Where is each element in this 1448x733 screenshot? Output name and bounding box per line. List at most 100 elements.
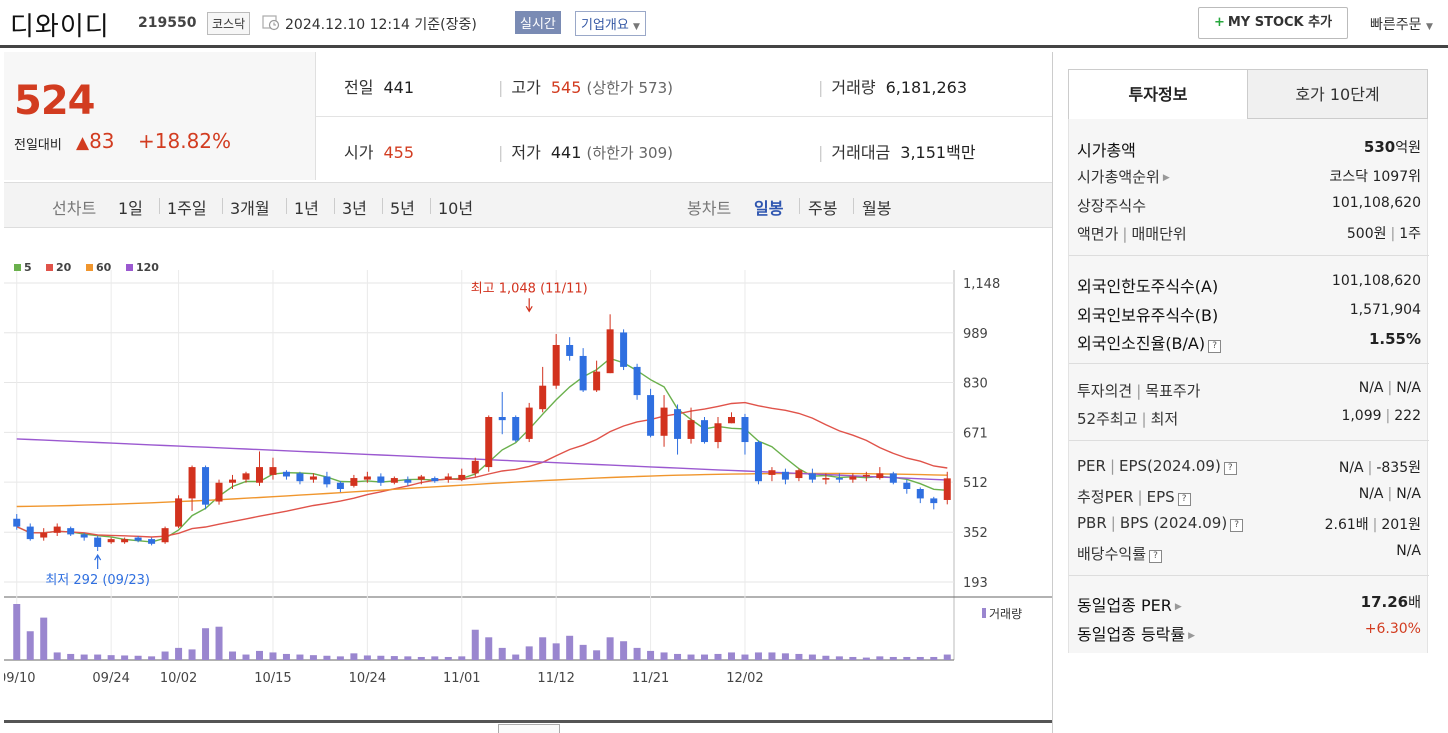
candlestick-chart: 193 352 512 671 830 989 1,148 09/10 09/24 10/02 10…	[4, 261, 1052, 686]
tab-orderbook-10[interactable]: 호가 10단계	[1247, 69, 1428, 119]
volume-bar	[512, 654, 520, 660]
help-icon[interactable]: ?	[1177, 493, 1191, 506]
period-1d[interactable]: 1일	[118, 199, 143, 218]
help-icon[interactable]: ?	[1208, 340, 1222, 353]
period-5y[interactable]: 5년	[390, 199, 415, 218]
divider	[430, 198, 431, 214]
realtime-button[interactable]: 실시간	[515, 11, 561, 34]
period-1w[interactable]: 1주일	[167, 199, 207, 218]
ma-line-5	[16, 357, 948, 543]
stat-low-value: 441	[550, 143, 582, 162]
help-icon[interactable]: ?	[1230, 519, 1244, 532]
volume-bar	[849, 656, 857, 660]
volume-bar	[350, 653, 358, 660]
legend-swatch	[46, 264, 53, 271]
x-tick-label: 11/12	[537, 671, 574, 686]
y-tick-label: 352	[963, 526, 988, 541]
candle-body	[620, 332, 628, 367]
row-industry-per[interactable]: 동일업종 PER ▶ 17.26배	[1077, 593, 1421, 615]
x-tick-label: 12/02	[726, 671, 763, 686]
volume-bar	[781, 653, 789, 660]
row-foreign-rate: 외국인소진율(B/A)? 1.55%	[1077, 330, 1421, 353]
candle-body	[458, 474, 466, 480]
stat-amount-label: 거래대금	[831, 143, 891, 162]
row-industry-change[interactable]: 동일업종 등락률 ▶ +6.30%	[1077, 621, 1421, 644]
candle-body	[229, 479, 237, 483]
volume-bar	[255, 650, 263, 660]
help-icon[interactable]: ?	[1223, 462, 1237, 475]
add-mystock-label: MY STOCK 추가	[1227, 15, 1333, 30]
candle-body	[417, 476, 425, 480]
candle-chart-label: 봉차트	[687, 199, 732, 218]
chevron-right-icon: ▶	[1162, 173, 1170, 183]
divider	[1069, 255, 1429, 256]
row-opinion: 투자의견 | 목표주가 N/A | N/A	[1077, 380, 1421, 400]
tab-invest-info[interactable]: 투자정보	[1068, 69, 1248, 119]
row-market-cap-rank[interactable]: 시가총액순위 ▶ 코스닥 1097위	[1077, 168, 1421, 186]
candle-body	[498, 417, 506, 421]
row-divider	[316, 116, 1052, 117]
quick-order-link[interactable]: 빠른주문 ▼	[1370, 14, 1433, 34]
legend-label: 60	[96, 261, 112, 274]
volume-bar	[539, 637, 547, 660]
row-foreign-limit: 외국인한도주식수(A) 101,108,620	[1077, 273, 1421, 296]
corp-overview-dropdown[interactable]: 기업개요 ▼	[575, 11, 646, 36]
candle-body	[377, 476, 385, 483]
price-diff: ▲83	[76, 129, 115, 153]
candle-body	[148, 539, 156, 544]
candle-body	[444, 476, 452, 480]
period-3m[interactable]: 3개월	[230, 199, 270, 218]
divider	[286, 198, 287, 214]
clock-icon	[262, 15, 280, 31]
volume-bar	[889, 656, 897, 660]
candle-body	[916, 489, 924, 499]
stock-header: 디와이디 219550 코스닥 2024.12.10 12:14 기준(장중) …	[0, 0, 1448, 48]
candle-body	[471, 460, 479, 474]
candle-body	[431, 478, 439, 482]
candle-body	[242, 473, 250, 480]
candle-body	[566, 344, 574, 356]
divider	[334, 198, 335, 214]
stat-prev: 전일 441	[344, 74, 414, 98]
stat-low: | 저가 441 (하한가 309)	[498, 139, 673, 163]
candle-weekly[interactable]: 주봉	[808, 199, 838, 218]
help-icon[interactable]: ?	[1149, 550, 1163, 563]
stat-volume: | 거래량 6,181,263	[818, 74, 967, 98]
volume-bar	[229, 651, 237, 660]
chart-resize-handle[interactable]	[498, 724, 560, 733]
stat-prev-label: 전일	[344, 78, 374, 97]
period-3y[interactable]: 3년	[342, 199, 367, 218]
row-listed-shares: 상장주식수 101,108,620	[1077, 195, 1421, 215]
stat-high-label: 고가	[511, 78, 541, 97]
y-tick-label: 671	[963, 426, 988, 441]
period-1y[interactable]: 1년	[294, 199, 319, 218]
candle-body	[404, 479, 412, 483]
volume-bar	[660, 652, 668, 660]
candle-body	[94, 537, 102, 547]
candle-body	[647, 395, 655, 436]
candle-body	[13, 518, 21, 527]
divider	[1069, 363, 1429, 364]
add-mystock-button[interactable]: + MY STOCK 추가	[1198, 7, 1348, 39]
divider: |	[498, 143, 504, 162]
period-10y[interactable]: 10년	[438, 199, 474, 218]
diff-label: 전일대비	[14, 138, 62, 153]
candle-body	[215, 482, 223, 502]
candle-body	[862, 474, 870, 477]
legend-label: 20	[56, 261, 72, 274]
candle-daily[interactable]: 일봉	[754, 199, 784, 218]
candle-body	[323, 476, 331, 485]
candle-body	[40, 532, 48, 538]
candle-body	[795, 470, 803, 479]
volume-bar	[525, 646, 533, 660]
candle-body	[309, 476, 317, 480]
candle-monthly[interactable]: 월봉	[862, 199, 892, 218]
volume-bar	[148, 656, 156, 660]
candle-body	[26, 526, 34, 540]
volume-bar	[943, 654, 951, 660]
price-diff-value: 83	[89, 129, 115, 153]
quote-datetime: 2024.12.10 12:14	[285, 17, 410, 33]
legend-label: 5	[24, 261, 32, 274]
candle-body	[943, 478, 951, 500]
stat-amount-unit: 백만	[946, 143, 976, 162]
